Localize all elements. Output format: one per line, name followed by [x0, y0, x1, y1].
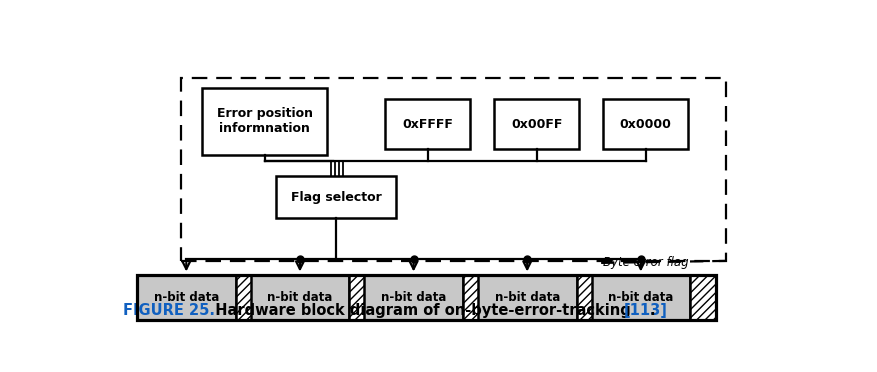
Text: .: .	[649, 303, 654, 318]
Bar	[364, 275, 462, 320]
Text: 0xFFFF: 0xFFFF	[402, 118, 453, 131]
Bar	[235, 275, 261, 320]
Bar	[602, 99, 688, 149]
Bar	[276, 176, 396, 218]
Bar	[462, 275, 488, 320]
Text: FIGURE 25.: FIGURE 25.	[123, 303, 215, 318]
Bar	[385, 99, 470, 149]
Bar	[477, 275, 576, 320]
Bar	[494, 99, 579, 149]
Text: n-bit data: n-bit data	[153, 291, 218, 304]
Text: n-bit data: n-bit data	[267, 291, 332, 304]
Bar	[689, 275, 716, 320]
Text: n-bit data: n-bit data	[494, 291, 560, 304]
Text: Flag selector: Flag selector	[290, 191, 381, 203]
Text: n-bit data: n-bit data	[608, 291, 673, 304]
Text: Byte error flag: Byte error flag	[602, 256, 688, 269]
Bar	[181, 78, 724, 261]
Bar	[591, 275, 689, 320]
Text: n-bit data: n-bit data	[381, 291, 446, 304]
Bar	[576, 275, 602, 320]
Bar	[202, 87, 327, 155]
Text: Hardware block diagram of on-byte-error-tracking: Hardware block diagram of on-byte-error-…	[205, 303, 635, 318]
Bar	[250, 275, 349, 320]
Bar	[137, 275, 716, 320]
Text: 0x0000: 0x0000	[619, 118, 671, 131]
Text: 0x00FF: 0x00FF	[510, 118, 562, 131]
Bar	[349, 275, 374, 320]
Text: [113]: [113]	[623, 303, 667, 318]
Bar	[137, 275, 235, 320]
Text: Error position
informnation: Error position informnation	[217, 107, 312, 135]
